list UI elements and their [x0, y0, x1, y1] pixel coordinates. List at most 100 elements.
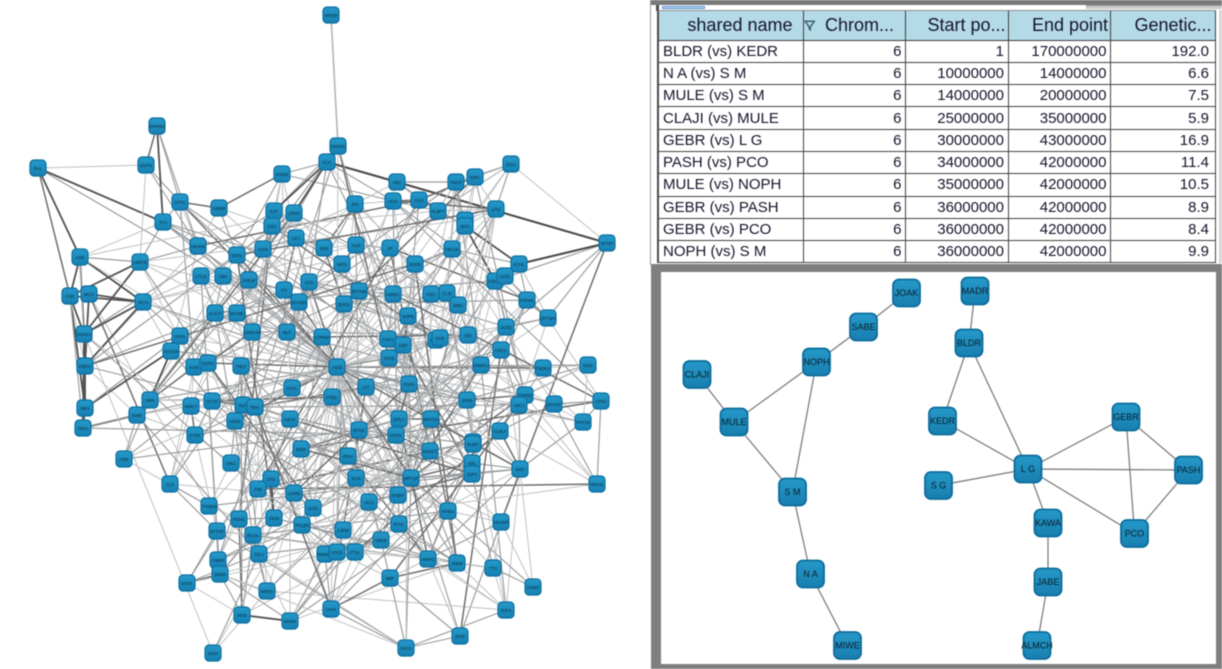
- svg-text:KEAWP: KEAWP: [494, 520, 509, 525]
- svg-text:DRLC: DRLC: [393, 417, 404, 422]
- svg-text:RLBPT: RLBPT: [431, 209, 445, 214]
- svg-text:KBAE: KBAE: [284, 417, 295, 422]
- svg-text:RAL: RAL: [34, 166, 43, 171]
- svg-text:ABH: ABH: [219, 274, 228, 279]
- svg-text:HLM: HLM: [352, 243, 361, 248]
- svg-text:RHBU: RHBU: [442, 509, 454, 514]
- svg-text:BCIME: BCIME: [230, 311, 243, 316]
- svg-text:GOG: GOG: [308, 506, 318, 511]
- svg-text:FNPML: FNPML: [520, 298, 535, 303]
- svg-text:WINM: WINM: [284, 619, 296, 624]
- svg-text:MSM: MSM: [296, 447, 306, 452]
- svg-text:OJOI: OJOI: [258, 247, 268, 252]
- svg-text:RMWDA: RMWDA: [317, 552, 333, 557]
- svg-text:IWKI: IWKI: [515, 467, 524, 472]
- svg-text:CLID: CLID: [442, 291, 452, 296]
- svg-text:GBBM: GBBM: [213, 206, 226, 211]
- svg-text:TBFUK: TBFUK: [445, 247, 459, 252]
- svg-text:WPTUP: WPTUP: [403, 476, 418, 481]
- svg-text:BFTNM: BFTNM: [352, 289, 367, 294]
- svg-text:KID: KID: [465, 333, 472, 338]
- svg-text:JNH: JNH: [393, 180, 401, 185]
- svg-text:LTT: LTT: [362, 385, 370, 390]
- svg-text:TCA: TCA: [159, 220, 168, 225]
- svg-text:PTSL: PTSL: [350, 550, 361, 555]
- svg-text:PCO: PCO: [1125, 529, 1145, 539]
- svg-text:AHSLW: AHSLW: [164, 349, 179, 354]
- svg-text:WWJG: WWJG: [590, 482, 603, 487]
- svg-text:JHDB: JHDB: [462, 398, 473, 403]
- svg-text:GEBR: GEBR: [1113, 412, 1139, 422]
- svg-text:OCBJ: OCBJ: [500, 325, 511, 330]
- svg-text:PDHE: PDHE: [233, 517, 245, 522]
- svg-text:FICJ: FICJ: [255, 552, 264, 557]
- svg-text:UHOL: UHOL: [174, 334, 186, 339]
- svg-text:KFM: KFM: [436, 336, 445, 341]
- svg-text:MIWE: MIWE: [835, 641, 860, 651]
- svg-text:JFD: JFD: [351, 202, 359, 207]
- svg-text:GKE: GKE: [320, 246, 329, 251]
- svg-text:OKIN: OKIN: [269, 516, 279, 521]
- svg-text:CSCK: CSCK: [495, 348, 507, 353]
- svg-text:UUMB: UUMB: [288, 491, 301, 496]
- svg-text:WNRA: WNRA: [261, 589, 274, 594]
- svg-text:AHB: AHB: [76, 255, 85, 260]
- svg-text:CLS: CLS: [166, 482, 174, 487]
- svg-text:JEFA: JEFA: [460, 224, 470, 229]
- svg-text:AIBP: AIBP: [398, 343, 408, 348]
- svg-text:THFD: THFD: [383, 356, 394, 361]
- svg-text:CMBR: CMBR: [212, 558, 224, 563]
- svg-text:UIKC: UIKC: [226, 461, 236, 466]
- svg-text:TSPEB: TSPEB: [518, 393, 532, 398]
- svg-text:DPTWH: DPTWH: [540, 316, 555, 321]
- svg-text:CPDJ: CPDJ: [596, 399, 607, 404]
- svg-text:ANWFU: ANWFU: [473, 363, 488, 368]
- svg-text:KEDR: KEDR: [930, 416, 956, 426]
- svg-text:FLMLF: FLMLF: [493, 429, 507, 434]
- svg-text:ITBE: ITBE: [119, 457, 129, 462]
- svg-text:LRRIF: LRRIF: [288, 211, 301, 216]
- svg-text:MADR: MADR: [962, 286, 989, 296]
- svg-text:BLGIL: BLGIL: [247, 533, 260, 538]
- svg-text:L G: L G: [1021, 464, 1035, 474]
- svg-text:PBEIC: PBEIC: [79, 364, 92, 369]
- svg-text:PEW: PEW: [237, 613, 247, 618]
- svg-text:ALMCH: ALMCH: [1021, 641, 1053, 651]
- svg-text:MLP: MLP: [283, 330, 292, 335]
- svg-text:THSBM: THSBM: [202, 504, 217, 509]
- svg-text:UAHI: UAHI: [326, 607, 336, 612]
- svg-text:OCTD: OCTD: [206, 399, 218, 404]
- svg-text:S G: S G: [931, 481, 947, 491]
- svg-text:INMM: INMM: [451, 561, 463, 566]
- svg-text:DODE: DODE: [409, 262, 421, 267]
- svg-text:HSWP: HSWP: [527, 585, 540, 590]
- svg-text:OAIG: OAIG: [500, 274, 510, 279]
- svg-text:KAWA: KAWA: [1035, 518, 1061, 528]
- svg-text:NIRC: NIRC: [470, 175, 480, 180]
- svg-text:ICJC: ICJC: [322, 160, 331, 165]
- svg-text:CJRM: CJRM: [337, 528, 349, 533]
- svg-text:BUUU: BUUU: [338, 302, 350, 307]
- svg-text:CWSSU: CWSSU: [330, 144, 346, 149]
- svg-text:NOPH: NOPH: [803, 357, 829, 367]
- svg-text:PASH: PASH: [1177, 465, 1201, 475]
- svg-text:AMNFL: AMNFL: [386, 292, 401, 297]
- svg-text:ACG: ACG: [304, 280, 313, 285]
- svg-text:KHBPI: KHBPI: [392, 493, 405, 498]
- svg-text:HTKL: HTKL: [287, 386, 298, 391]
- svg-text:SPTHP: SPTHP: [210, 529, 224, 534]
- svg-text:JABE: JABE: [1037, 577, 1060, 587]
- svg-text:DGRH: DGRH: [202, 361, 214, 366]
- svg-text:FIM: FIM: [254, 487, 262, 492]
- svg-text:NEH: NEH: [81, 406, 90, 411]
- svg-text:KEFN: KEFN: [390, 433, 401, 438]
- svg-text:WRNN: WRNN: [324, 13, 337, 18]
- svg-text:UGEK: UGEK: [229, 419, 241, 424]
- svg-text:FPBC: FPBC: [326, 395, 337, 400]
- svg-text:MOS: MOS: [337, 262, 347, 267]
- svg-text:ANCJ: ANCJ: [514, 403, 525, 408]
- svg-text:EMTN: EMTN: [140, 163, 152, 168]
- svg-text:CTLD: CTLD: [196, 274, 207, 279]
- svg-text:GMLW: GMLW: [243, 278, 256, 283]
- svg-text:EAF: EAF: [270, 209, 279, 214]
